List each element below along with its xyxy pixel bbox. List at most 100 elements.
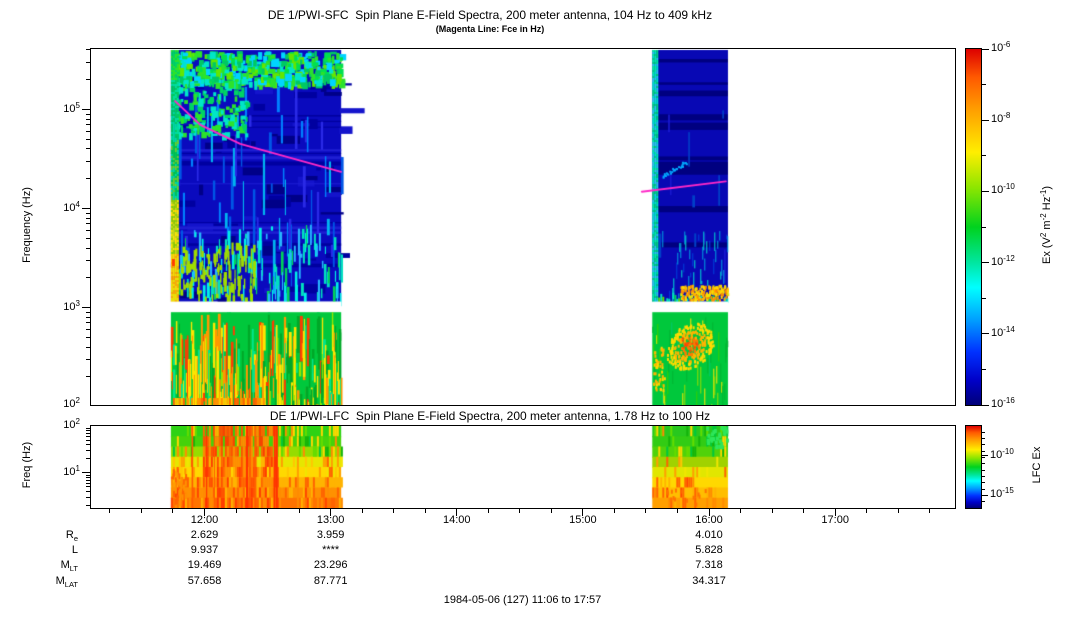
lfc-y-axis-label: Freq (Hz) (21, 441, 33, 489)
x-axis-tick-label: 12:00 (190, 514, 219, 526)
sfc-y-axis-minor-tick (86, 358, 90, 360)
x-axis-minor-tick (866, 509, 868, 513)
lfc-colorbar-minor-tick (982, 475, 985, 477)
sfc-y-axis-tick-label: 102 (63, 396, 80, 410)
x-axis-minor-tick (803, 509, 805, 513)
x-axis-major-tick (582, 509, 584, 516)
x-axis-major-tick (834, 509, 836, 516)
ephemeris-value: **** (322, 544, 340, 556)
lfc-colorbar-minor-tick (982, 431, 985, 433)
sfc-colorbar-tick-label: 10-12 (991, 253, 1015, 268)
sfc-colorbar-minor-tick (982, 368, 986, 370)
lfc-colorbar-minor-tick (982, 469, 985, 471)
sfc-y-axis-major-tick (82, 307, 90, 309)
sfc-y-axis-minor-tick (86, 49, 90, 51)
sfc-y-axis-minor-tick (86, 230, 90, 232)
sfc-y-axis-tick-label: 105 (63, 100, 80, 115)
ephemeris-row-label: MLT (60, 559, 78, 573)
x-axis-minor-tick (298, 509, 300, 513)
sfc-y-axis-minor-tick (86, 316, 90, 318)
x-axis-minor-tick (897, 509, 899, 513)
sfc-colorbar-tick-label: 10-8 (991, 111, 1011, 126)
lfc-colorbar (965, 425, 982, 509)
lfc-colorbar-minor-tick (982, 457, 985, 459)
lfc-y-axis-minor-tick (86, 458, 90, 460)
ephemeris-value: 9.937 (190, 544, 219, 556)
ephemeris-value: 34.317 (692, 575, 726, 587)
sfc-spectrogram-canvas (91, 49, 955, 405)
sfc-y-axis-minor-tick (86, 61, 90, 63)
x-axis-minor-tick (393, 509, 395, 513)
lfc-colorbar-minor-tick (982, 494, 985, 496)
lfc-y-axis-minor-tick (86, 505, 90, 507)
sfc-y-axis-minor-tick (86, 217, 90, 219)
x-axis-tick-label: 13:00 (316, 514, 345, 526)
sfc-panel-title: DE 1/PWI-SFC Spin Plane E-Field Spectra,… (267, 8, 713, 22)
sfc-y-axis-minor-tick (86, 178, 90, 180)
lfc-colorbar-tick-label: 10-15 (990, 486, 1014, 501)
lfc-y-axis-minor-tick (86, 444, 90, 446)
sfc-colorbar-major-tick (982, 119, 989, 121)
ephemeris-value: 7.318 (695, 559, 723, 571)
lfc-y-axis-major-tick (82, 472, 90, 474)
lfc-colorbar-tick-label: 10-10 (990, 446, 1014, 461)
lfc-y-axis-minor-tick (86, 486, 90, 488)
lfc-y-axis-minor-tick (86, 435, 90, 437)
ephemeris-value: 19.469 (187, 559, 222, 571)
sfc-y-axis-minor-tick (86, 113, 90, 115)
ephemeris-value: 57.658 (187, 575, 222, 587)
lfc-colorbar-minor-tick (982, 488, 985, 490)
lfc-colorbar-major-tick (982, 494, 988, 496)
x-axis-major-tick (456, 509, 458, 516)
lfc-y-axis-tick-label: 102 (63, 417, 80, 431)
lfc-y-axis-minor-tick (86, 479, 90, 481)
lfc-spectrogram-panel (90, 425, 956, 509)
x-axis-minor-tick (613, 509, 615, 513)
lfc-colorbar-minor-tick (982, 450, 985, 452)
sfc-colorbar-minor-tick (982, 297, 986, 299)
lfc-y-axis-minor-tick (86, 491, 90, 493)
lfc-y-axis-minor-tick (86, 476, 90, 478)
ephemeris-value: 4.010 (695, 529, 723, 541)
sfc-y-axis-minor-tick (86, 322, 90, 324)
sfc-colorbar-major-tick (982, 48, 989, 50)
lfc-y-axis-minor-tick (86, 482, 90, 484)
ephemeris-value: 3.959 (316, 529, 345, 541)
sfc-y-axis-minor-tick (86, 160, 90, 162)
x-axis-tick-label: 14:00 (443, 514, 471, 526)
x-axis-minor-tick (361, 509, 363, 513)
sfc-y-axis-minor-tick (86, 138, 90, 140)
sfc-colorbar-tick-label: 10-14 (991, 324, 1015, 339)
sfc-y-axis-minor-tick (86, 259, 90, 261)
lfc-colorbar-minor-tick (982, 438, 985, 440)
x-axis-minor-tick (140, 509, 142, 513)
sfc-colorbar-tick-label: 10-6 (991, 40, 1011, 54)
lfc-y-axis-minor-tick (86, 427, 90, 429)
x-axis-minor-tick (771, 509, 773, 513)
x-axis-minor-tick (929, 509, 931, 513)
x-axis-minor-tick (550, 509, 552, 513)
x-axis-minor-tick (424, 509, 426, 513)
lfc-y-axis-minor-tick (86, 432, 90, 434)
sfc-colorbar-major-tick (982, 190, 989, 192)
ephemeris-row-label: L (71, 544, 78, 556)
ephemeris-value: 23.296 (313, 559, 348, 571)
x-axis-major-tick (330, 509, 332, 516)
sfc-y-axis-minor-tick (86, 79, 90, 81)
sfc-y-axis-major-tick (82, 109, 90, 111)
x-axis-minor-tick (235, 509, 237, 513)
x-axis-minor-tick (487, 509, 489, 513)
footer-caption: 1984-05-06 (127) 11:06 to 17:57 (443, 594, 602, 606)
ephemeris-value: 2.629 (190, 529, 219, 541)
ephemeris-value: 5.828 (695, 544, 723, 556)
x-axis-tick-label: 15:00 (569, 514, 597, 526)
lfc-colorbar-minor-tick (982, 463, 985, 465)
lfc-colorbar-major-tick (982, 455, 988, 457)
sfc-y-axis-minor-tick (86, 148, 90, 150)
x-axis-tick-label: 16:00 (695, 514, 723, 526)
lfc-y-axis-minor-tick (86, 439, 90, 441)
x-axis-minor-tick (677, 509, 678, 513)
x-axis-minor-tick (740, 509, 742, 513)
x-axis-major-tick (204, 509, 206, 516)
